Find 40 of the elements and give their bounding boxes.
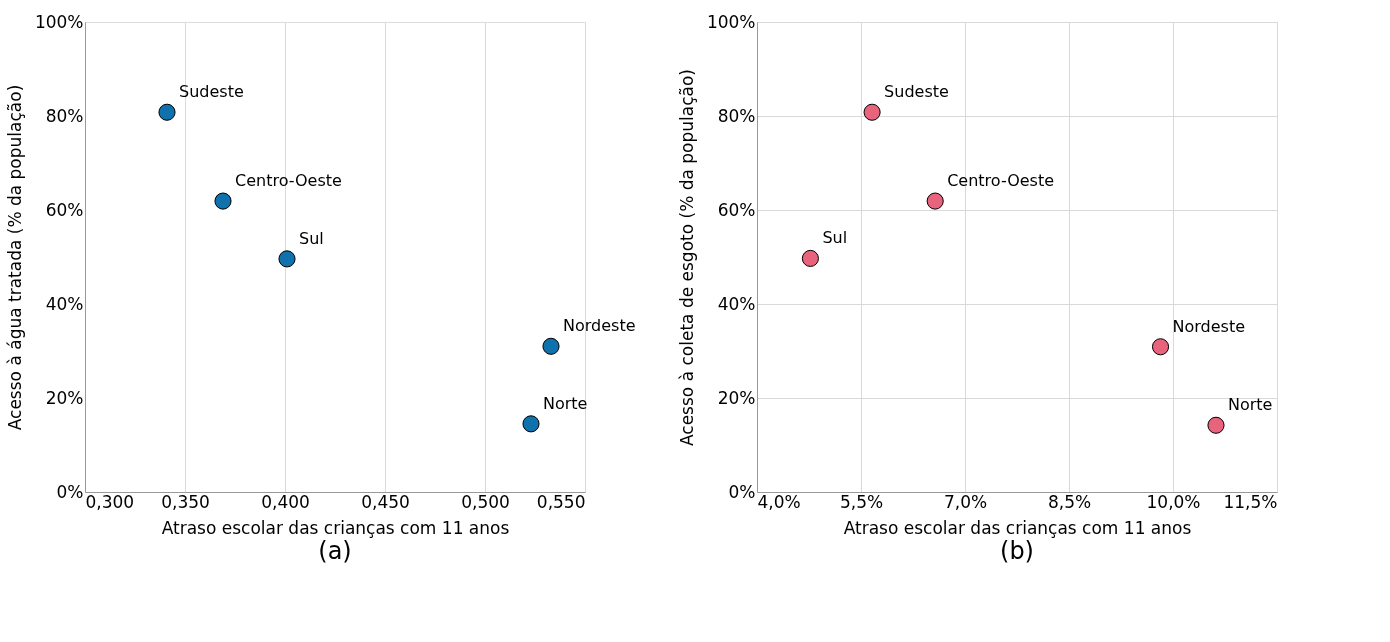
x-tick-label: 0,350 (161, 491, 210, 512)
x-tick-label: 4,0% (757, 491, 801, 512)
y-tick-label: 0% (728, 481, 756, 502)
x-tick-label: 7,0% (943, 491, 988, 512)
y-tick-label: 100% (706, 11, 756, 32)
y-tick-label: 80% (717, 105, 756, 126)
annotation: Nordeste (563, 316, 636, 336)
y-tick-label: 20% (717, 387, 756, 408)
annotation: Sudeste (179, 82, 244, 102)
y-tick-label: 60% (717, 199, 756, 220)
y-tick-label: 40% (45, 293, 84, 314)
annotation: Sul (299, 228, 324, 248)
y-tick-label: 60% (45, 199, 84, 220)
text: (a) (318, 537, 352, 565)
x-tick-label: 0,450 (361, 491, 410, 512)
y-tick-label: 20% (45, 387, 84, 408)
x-tick-label: 5,5% (839, 491, 884, 512)
x-tick-label: 8,5% (1047, 491, 1092, 512)
x-axis-title: Atraso escolar das crianças com 11 anos (161, 517, 510, 538)
x-axis-title: Atraso escolar das crianças com 11 anos (843, 517, 1192, 538)
annotation: Centro-Oeste (947, 171, 1055, 191)
y-axis-title: Acesso à coleta de esgoto (% da população) (676, 68, 697, 447)
annotation: Nordeste (1172, 316, 1246, 336)
x-tick-label: 0,300 (85, 491, 135, 512)
y-axis-title: Acesso à água tratada (% da população) (4, 84, 25, 431)
x-tick-label: 0,500 (461, 491, 510, 512)
annotation: Norte (543, 393, 588, 413)
x-tick-label: 0,400 (261, 491, 310, 512)
text: (b) (1000, 537, 1034, 565)
x-tick-label: 11,5% (1223, 491, 1278, 512)
y-tick-label: 40% (717, 293, 756, 314)
y-tick-label: 0% (56, 481, 84, 502)
annotation: Centro-Oeste (235, 171, 342, 191)
y-tick-label: 100% (34, 11, 84, 32)
x-tick-label: 0,550 (536, 491, 586, 512)
y-tick-label: 80% (45, 105, 84, 126)
x-tick-label: 10,0% (1146, 491, 1201, 512)
annotation: Sudeste (884, 82, 949, 102)
annotation: Norte (1227, 395, 1273, 415)
annotation: Sul (822, 228, 848, 248)
